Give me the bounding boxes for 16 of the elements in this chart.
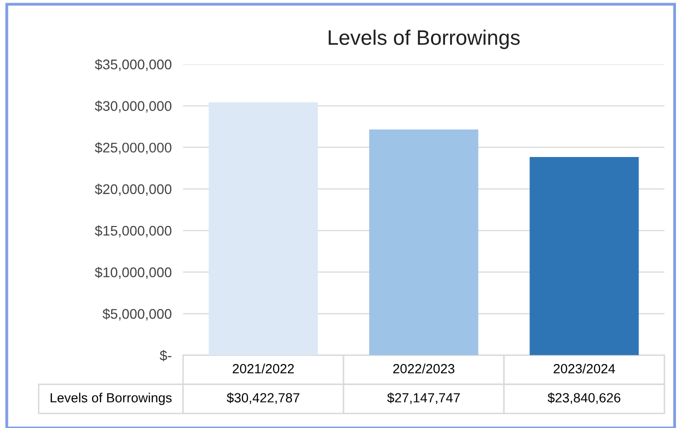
data-label: $30,422,787: [226, 392, 300, 404]
y-tick-label: $-: [160, 350, 172, 362]
y-tick-label: $35,000,000: [94, 58, 172, 72]
x-tick-label: 2023/2024: [554, 364, 616, 374]
y-tick-label: $5,000,000: [102, 308, 172, 320]
x-tick-label: 2022/2023: [393, 364, 454, 374]
data-label: $23,840,626: [548, 392, 620, 404]
y-tick-label: $15,000,000: [94, 225, 172, 238]
data-label: $27,147,747: [387, 392, 460, 404]
y-tick-label: $20,000,000: [94, 184, 172, 196]
x-tick-label: 2021/2022: [232, 364, 294, 374]
y-tick-label: $30,000,000: [94, 100, 172, 113]
y-tick-label: $25,000,000: [94, 142, 172, 154]
chart-title: Levels of Borrowings: [328, 30, 520, 50]
y-tick-label: $10,000,000: [94, 266, 172, 279]
text: Levels of Borrowings: [50, 392, 172, 406]
